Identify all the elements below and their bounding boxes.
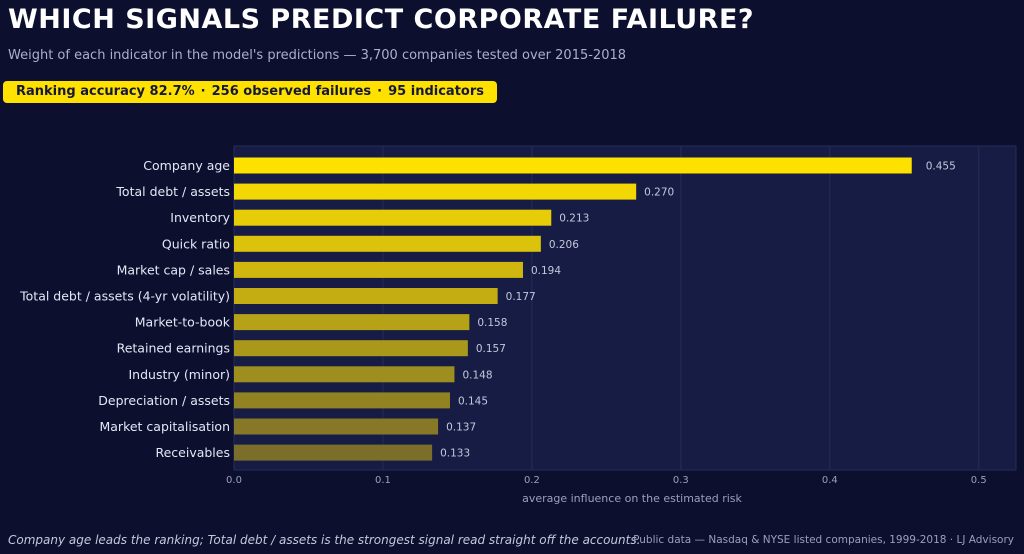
bar [234, 288, 498, 304]
badge-separator: · [377, 84, 383, 99]
value-label: 0.148 [462, 369, 492, 381]
bar [234, 418, 439, 435]
category-label: Inventory [170, 210, 230, 225]
value-label: 0.157 [476, 343, 506, 355]
value-label: 0.158 [477, 317, 507, 329]
bar [234, 392, 450, 409]
category-label: Market cap / sales [117, 262, 230, 277]
accuracy-stat: Ranking accuracy 82.7% [16, 84, 195, 99]
value-label: 0.194 [531, 265, 561, 277]
footer-source: Public data — Nasdaq & NYSE listed compa… [633, 534, 1014, 546]
bar [234, 157, 912, 174]
value-label: 0.177 [506, 291, 536, 303]
x-axis-label: average influence on the estimated risk [522, 492, 742, 505]
bar [234, 314, 470, 331]
category-label: Industry (minor) [128, 367, 230, 382]
bar [234, 209, 552, 226]
failures-stat: 256 observed failures [211, 84, 372, 99]
category-label: Market capitalisation [99, 419, 230, 434]
chart-subtitle: Weight of each indicator in the model's … [8, 48, 627, 63]
plot-area [233, 145, 1017, 471]
value-label: 0.206 [549, 239, 579, 251]
category-label: Receivables [155, 445, 230, 460]
x-tick-label: 0.1 [375, 475, 391, 486]
category-label: Total debt / assets [115, 184, 230, 199]
bar [234, 183, 637, 200]
category-label: Market-to-book [135, 315, 231, 330]
value-label: 0.270 [644, 187, 674, 199]
value-label: 0.133 [440, 448, 470, 460]
category-label: Company age [143, 158, 230, 173]
x-tick-label: 0.4 [822, 475, 838, 486]
indicators-stat: 95 indicators [388, 84, 484, 99]
x-tick-label: 0.3 [673, 475, 689, 486]
value-label: 0.213 [559, 213, 589, 225]
chart-title: WHICH SIGNALS PREDICT CORPORATE FAILURE? [8, 4, 755, 35]
category-label: Depreciation / assets [98, 393, 230, 408]
x-tick-label: 0.5 [971, 475, 987, 486]
x-tick-label: 0.0 [226, 475, 242, 486]
category-label: Quick ratio [162, 236, 230, 251]
value-label: 0.137 [446, 422, 476, 434]
bar [234, 444, 433, 461]
category-label: Total debt / assets (4-yr volatility) [19, 289, 230, 304]
x-tick-label: 0.2 [524, 475, 540, 486]
category-label: Retained earnings [117, 341, 230, 356]
value-label: 0.145 [458, 395, 488, 407]
footer-note: Company age leads the ranking; Total deb… [8, 533, 641, 547]
bar [234, 235, 541, 252]
badge-separator: · [200, 84, 206, 99]
summary-badge: Ranking accuracy 82.7% · 256 observed fail… [3, 81, 497, 103]
value-label: 0.455 [926, 161, 956, 173]
bar [234, 340, 468, 357]
bar [234, 366, 455, 383]
bar [234, 261, 523, 278]
